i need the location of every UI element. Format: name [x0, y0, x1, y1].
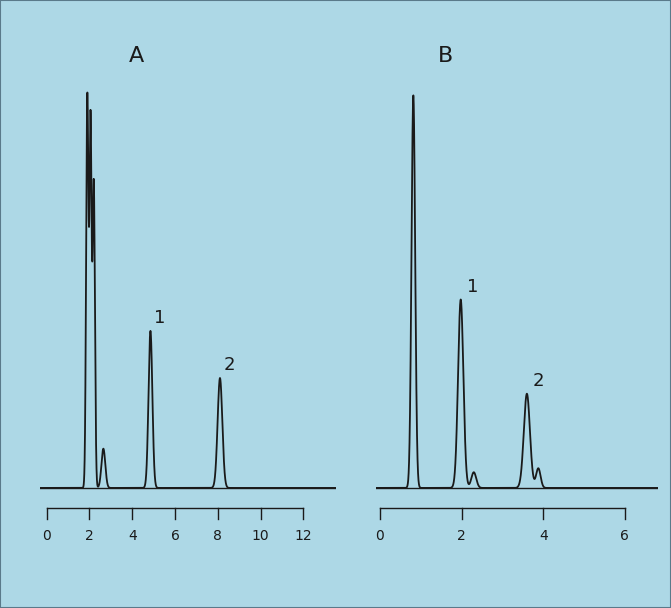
Text: 4: 4: [128, 529, 137, 543]
Text: 2: 2: [533, 371, 544, 390]
Text: 1: 1: [467, 278, 478, 295]
Text: 8: 8: [213, 529, 222, 543]
Text: 10: 10: [252, 529, 270, 543]
Text: 0: 0: [376, 529, 384, 543]
Text: B: B: [437, 46, 453, 66]
Text: 6: 6: [621, 529, 629, 543]
Text: 4: 4: [539, 529, 548, 543]
Text: 0: 0: [42, 529, 51, 543]
Text: 1: 1: [154, 309, 165, 327]
Text: 12: 12: [295, 529, 312, 543]
Text: 6: 6: [170, 529, 179, 543]
Text: 2: 2: [223, 356, 235, 374]
Text: 2: 2: [85, 529, 94, 543]
Text: A: A: [129, 46, 144, 66]
Text: 2: 2: [457, 529, 466, 543]
